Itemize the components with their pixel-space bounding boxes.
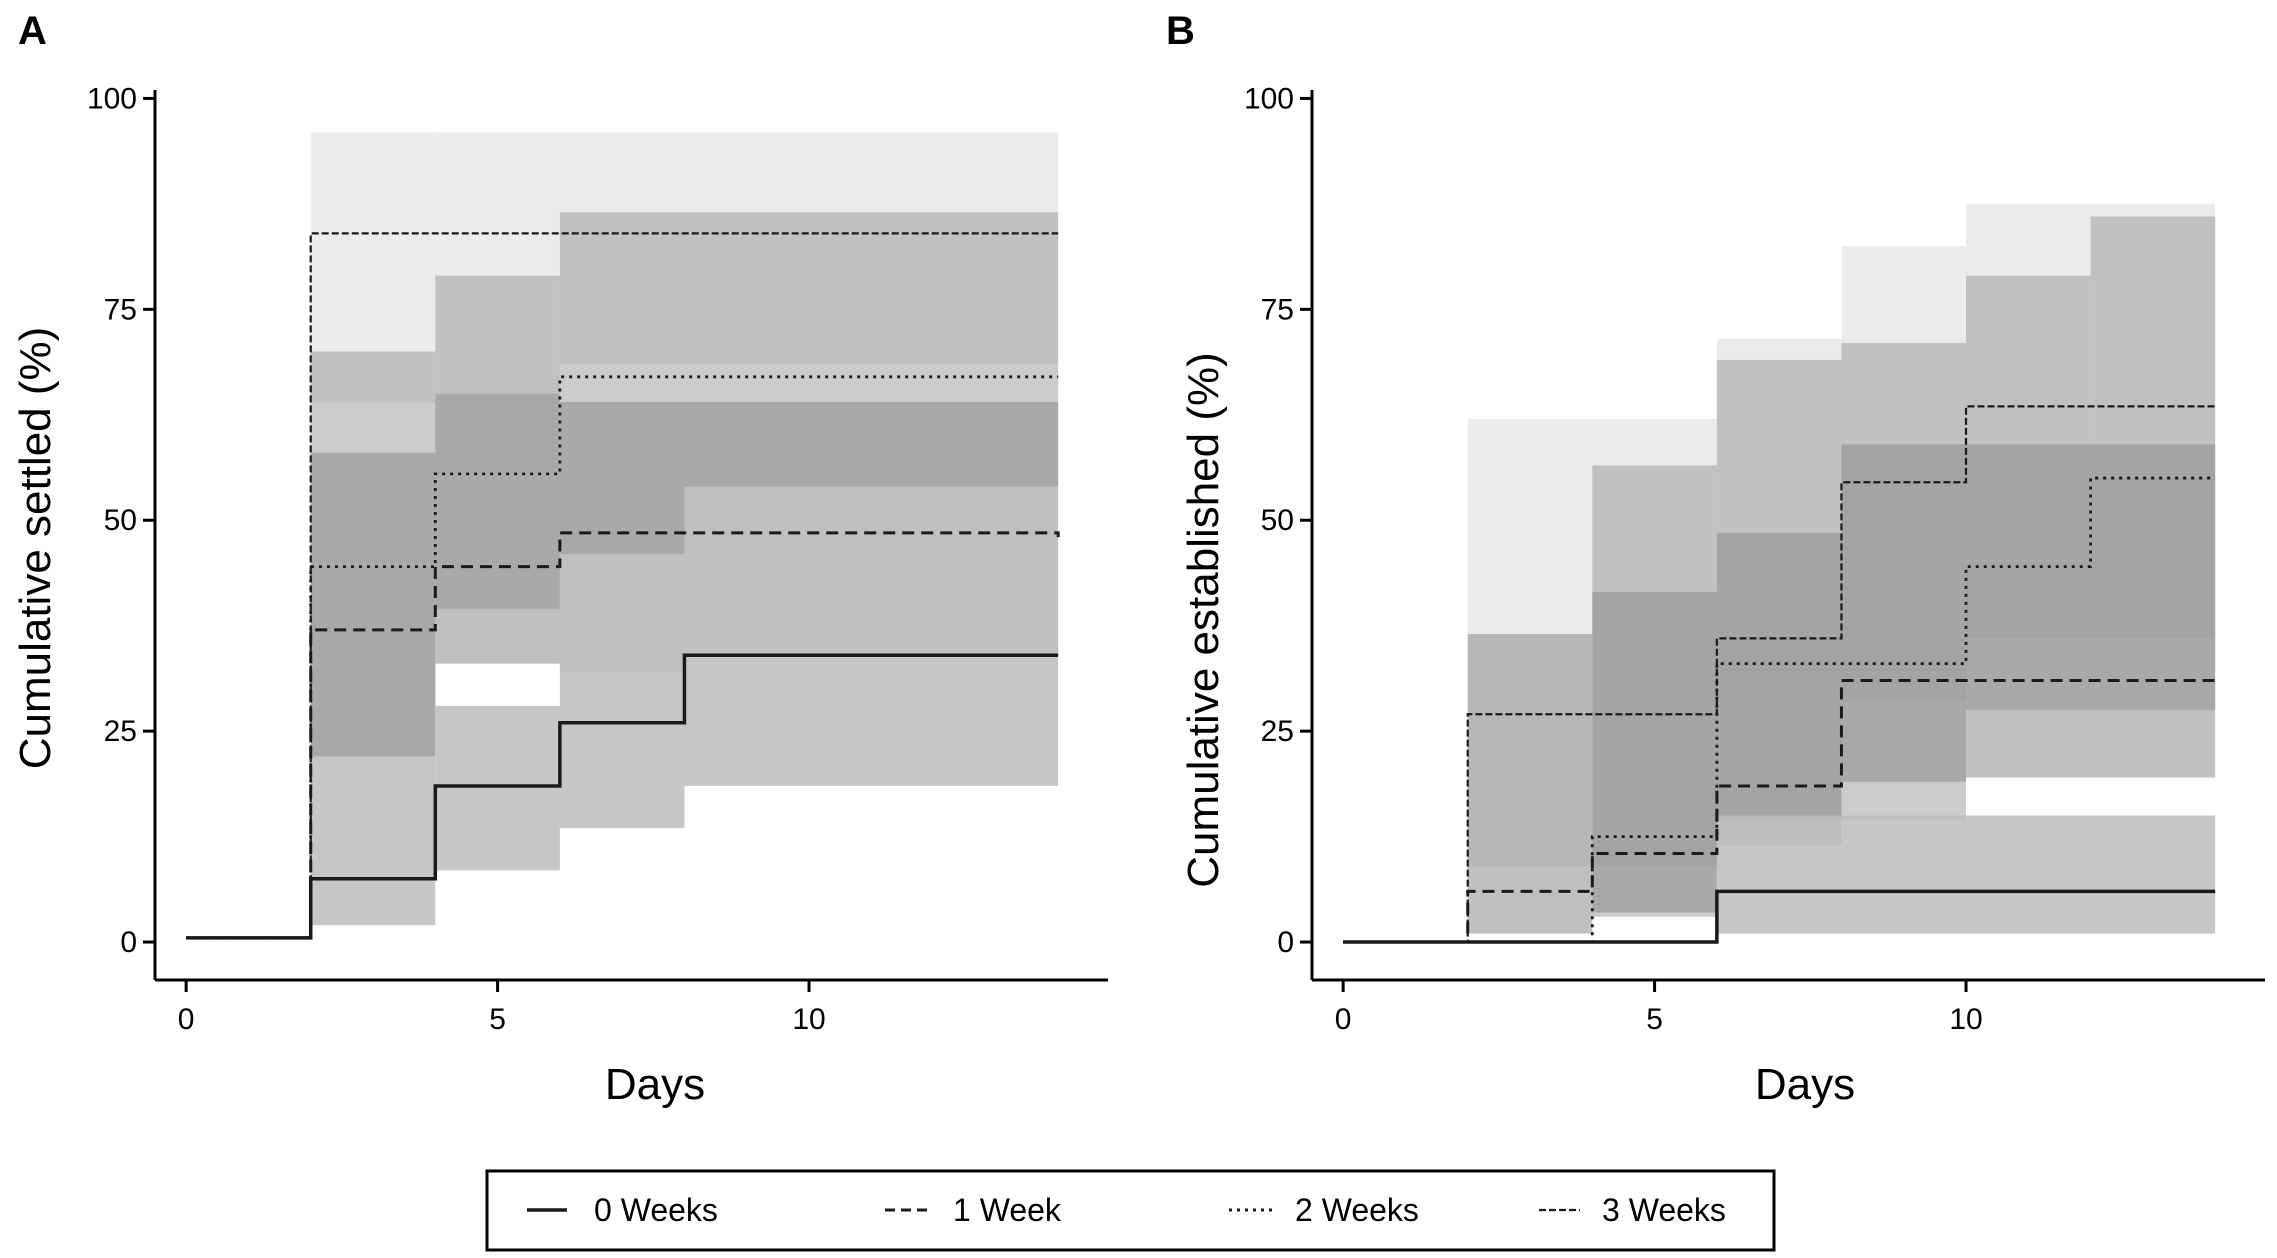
legend-label: 1 Week [953, 1192, 1062, 1228]
survival-lines-b [1343, 405, 2216, 944]
x-tick-label: 0 [178, 1003, 195, 1036]
panel-label-a: A [18, 9, 47, 53]
ci-band-segment [684, 132, 1059, 365]
ci-band-segment [1841, 815, 1967, 934]
ci-band-segment [2090, 815, 2216, 934]
ci-band-segment [435, 132, 560, 394]
y-axis-title-b: Cumulative established (%) [1179, 352, 1228, 888]
ci-band-segment [684, 402, 1059, 656]
ci-band-segment [310, 132, 436, 403]
x-tick-label: 10 [1949, 1003, 1982, 1036]
series-line-0-weeks [1343, 889, 2216, 944]
legend-item-3-weeks: 3 Weeks [1539, 1192, 1726, 1228]
x-axis-title-b: Days [1755, 1060, 1855, 1109]
y-tick-label: 0 [1277, 926, 1294, 959]
legend: 0 Weeks 1 Week 2 Weeks 3 Weeks [485, 1169, 1776, 1252]
ci-band-segment [1966, 444, 2091, 778]
ci-band-segment [435, 393, 560, 664]
ci-band-segment [1716, 532, 1842, 846]
y-tick-label: 75 [1261, 293, 1294, 326]
survival-lines-a [186, 232, 1060, 940]
axes-b: 0 25 50 75 100 0 5 10 [1244, 82, 2265, 1036]
ci-band-segment [559, 132, 685, 365]
x-tick-label: 5 [489, 1003, 506, 1036]
legend-item-1-week: 1 Week [885, 1192, 1062, 1228]
ci-band-segment [310, 452, 436, 757]
ci-bands-b [1467, 203, 2216, 934]
legend-item-0-weeks: 0 Weeks [527, 1192, 718, 1228]
series-line-3-weeks [186, 232, 1059, 939]
y-tick-label: 25 [1261, 715, 1294, 748]
axes-a: 0 25 50 75 100 0 5 10 [87, 82, 1108, 1036]
series-line-2-weeks [1343, 476, 2216, 944]
y-tick-label: 100 [1244, 82, 1294, 115]
x-tick-label: 0 [1335, 1003, 1352, 1036]
ci-band-segment [310, 756, 436, 926]
ci-band-segment [1841, 444, 1967, 782]
y-tick-label: 25 [104, 715, 137, 748]
panel-b: B 0 25 50 75 100 0 5 10 Days Cumulative establi… [1166, 9, 2265, 1109]
y-tick-label: 100 [87, 82, 137, 115]
x-tick-label: 10 [792, 1003, 825, 1036]
y-tick-label: 50 [1261, 504, 1294, 537]
series-line-3-weeks [1343, 405, 2216, 944]
series-line-1-week [186, 531, 1060, 940]
ci-band-segment [559, 402, 685, 673]
ci-band-segment [1467, 634, 1593, 934]
ci-bands-a [310, 132, 1059, 926]
ci-band-segment [1966, 815, 2091, 934]
legend-label: 3 Weeks [1602, 1192, 1726, 1228]
y-tick-label: 0 [120, 926, 137, 959]
panel-label-b: B [1166, 9, 1195, 53]
y-axis-title-a: Cumulative settled (%) [11, 327, 60, 770]
panel-a: A 0 25 50 75 100 0 5 10 Days Cumulative settled… [11, 9, 1108, 1109]
y-tick-label: 50 [104, 504, 137, 537]
ci-band-segment [2090, 444, 2216, 778]
ci-band-segment [1716, 815, 1842, 934]
x-axis-title-a: Days [605, 1060, 705, 1109]
legend-label: 0 Weeks [594, 1192, 718, 1228]
ci-band-segment [435, 705, 560, 871]
legend-label: 2 Weeks [1295, 1192, 1419, 1228]
ci-band-segment [1592, 591, 1717, 913]
ci-band-segment [684, 655, 1059, 786]
x-tick-label: 5 [1646, 1003, 1663, 1036]
legend-item-2-weeks: 2 Weeks [1229, 1192, 1419, 1228]
ci-band-segment [559, 672, 685, 829]
series-line-2-weeks [186, 375, 1059, 940]
y-tick-label: 75 [104, 293, 137, 326]
